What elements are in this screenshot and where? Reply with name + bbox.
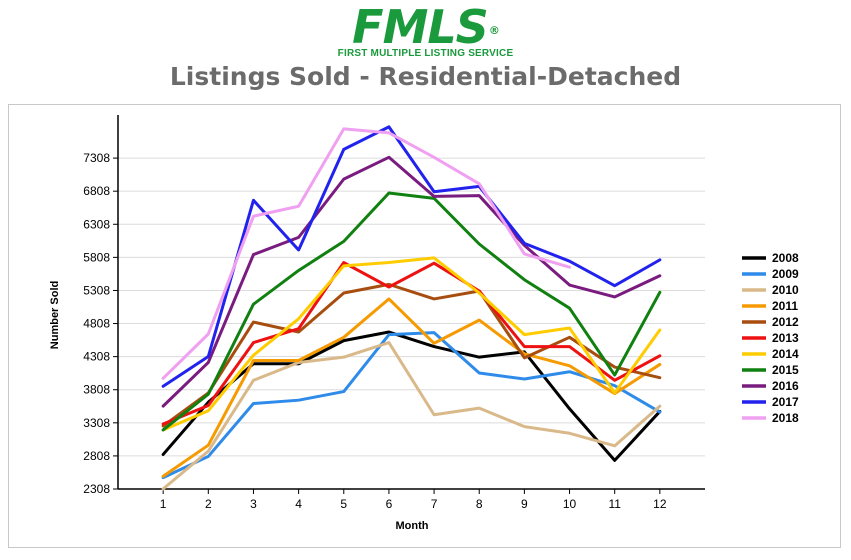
legend-label-2008: 2008 [772, 251, 799, 265]
y-tick-label: 2308 [83, 482, 110, 496]
x-tick-label: 10 [563, 497, 577, 511]
legend-label-2013: 2013 [772, 331, 799, 345]
y-tick-label: 3808 [83, 383, 110, 397]
series-line-2010 [161, 341, 662, 491]
grid-lines [118, 157, 705, 490]
series-line-2011 [161, 297, 662, 478]
legend-label-2009: 2009 [772, 267, 799, 281]
x-axis-label: Month [396, 520, 429, 532]
logo-wordmark: FMLS® [0, 4, 851, 50]
y-axis-label: Number Sold [49, 281, 61, 349]
y-tick-label: 4808 [83, 317, 110, 331]
series-line-2015 [161, 191, 662, 432]
series-lines [161, 125, 662, 491]
x-tick-label: 2 [205, 497, 212, 511]
axes [113, 115, 705, 494]
series-line-2008 [161, 330, 662, 462]
chart-panel [8, 104, 841, 548]
x-tick-label: 12 [653, 497, 667, 511]
series-line-2009 [161, 331, 662, 480]
legend-label-2010: 2010 [772, 283, 799, 297]
series-line-2012 [161, 282, 662, 428]
legend-label-2018: 2018 [772, 411, 799, 425]
legend-label-2015: 2015 [772, 363, 799, 377]
x-tick-label: 1 [160, 497, 167, 511]
x-tick-labels: 1 2 3 4 5 6 7 8 9 10 11 12 [160, 497, 667, 511]
legend-label-2016: 2016 [772, 379, 799, 393]
logo-subtitle: FIRST MULTIPLE LISTING SERVICE [337, 48, 514, 59]
series-line-2018 [161, 127, 572, 380]
x-tick-label: 3 [250, 497, 257, 511]
logo-registered-mark: ® [488, 24, 500, 37]
x-tick-label: 6 [386, 497, 393, 511]
fmls-logo: FMLS® FIRST MULTIPLE LISTING SERVICE [0, 4, 851, 59]
chart-title: Listings Sold - Residential-Detached [169, 62, 682, 91]
y-tick-label: 6308 [83, 217, 110, 231]
legend-label-2011: 2011 [772, 299, 798, 313]
series-line-2017 [161, 125, 662, 388]
y-tick-label: 3308 [83, 416, 110, 430]
logo-text: FMLS [352, 0, 489, 54]
x-tick-label: 11 [608, 497, 621, 511]
y-tick-label: 5308 [83, 283, 110, 297]
legend-label-2012: 2012 [772, 315, 799, 329]
series-line-2013 [161, 261, 662, 426]
x-tick-label: 7 [431, 497, 438, 511]
x-tick-label: 8 [476, 497, 483, 511]
y-tick-label: 2808 [83, 449, 110, 463]
legend: 2008 2009 2010 2011 2012 2013 2014 2015 2016 2017… [742, 251, 799, 425]
y-tick-label: 5808 [83, 250, 110, 264]
y-tick-label: 7308 [83, 151, 110, 165]
legend-label-2014: 2014 [772, 347, 799, 361]
x-tick-label: 4 [295, 497, 302, 511]
y-tick-labels: 2308 2808 3308 3808 4308 4808 5308 5808 6308 6808… [83, 151, 110, 496]
y-tick-label: 4308 [83, 350, 110, 364]
x-tick-label: 5 [340, 497, 347, 511]
x-tick-label: 9 [521, 497, 528, 511]
y-tick-label: 6808 [83, 184, 110, 198]
series-line-2016 [161, 155, 662, 408]
series-line-2014 [161, 256, 662, 432]
legend-label-2017: 2017 [772, 395, 799, 409]
